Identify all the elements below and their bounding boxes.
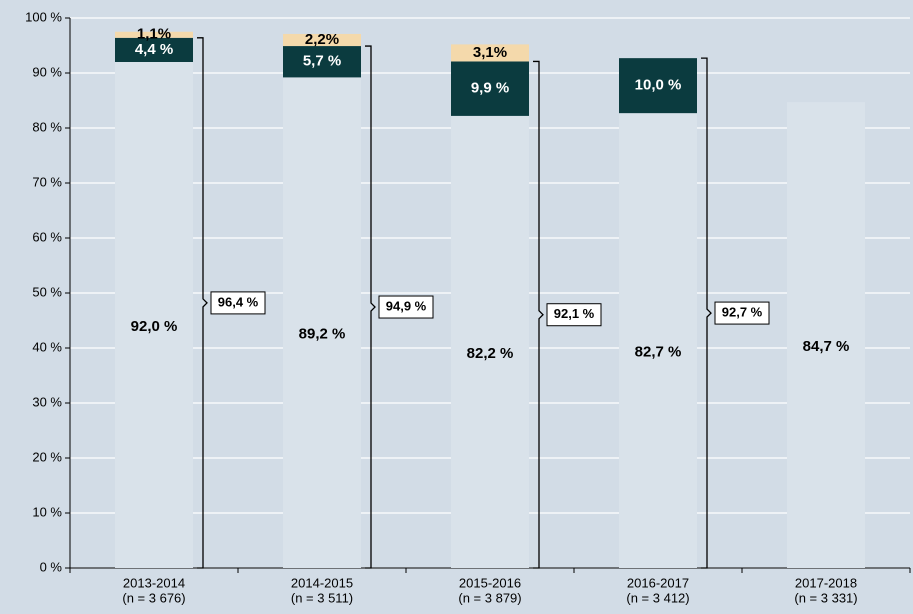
data-label: 3,1% <box>473 44 507 61</box>
y-tick-label: 90 % <box>32 64 62 79</box>
total-label-box <box>378 295 434 319</box>
y-tick-label: 60 % <box>32 229 62 244</box>
bar-segment <box>451 115 529 569</box>
x-tick-sublabel: (n = 3 879) <box>458 590 521 605</box>
bar-segment <box>115 37 193 62</box>
y-tick-label: 40 % <box>32 339 62 354</box>
total-label: 94,9 % <box>386 298 427 313</box>
y-tick-label: 50 % <box>32 284 62 299</box>
total-label-box <box>546 303 602 327</box>
data-label: 4,4 % <box>135 41 173 58</box>
x-tick-sublabel: (n = 3 511) <box>291 590 353 605</box>
data-label: 1,1% <box>137 26 171 43</box>
data-label: 92,0 % <box>131 318 178 335</box>
total-bracket <box>533 60 544 569</box>
bar-segment <box>115 62 193 568</box>
total-label: 96,4 % <box>218 294 259 309</box>
total-label-box <box>210 291 266 315</box>
data-label: 2,2% <box>305 31 339 48</box>
total-label-box <box>714 301 770 325</box>
data-label: 9,9 % <box>471 80 509 97</box>
bar-segment <box>451 44 529 62</box>
data-label: 82,2 % <box>467 345 514 362</box>
x-tick-label: 2017-2018 <box>795 575 857 590</box>
total-label: 92,1 % <box>554 306 595 321</box>
bar-segment <box>283 46 361 78</box>
bar-segment <box>619 58 697 114</box>
data-label: 5,7 % <box>303 53 341 70</box>
total-label: 92,7 % <box>722 305 763 320</box>
y-tick-label: 10 % <box>32 504 62 519</box>
bar-segment <box>619 113 697 569</box>
x-tick-sublabel: (n = 3 331) <box>794 590 857 605</box>
x-tick-label: 2013-2014 <box>123 575 185 590</box>
total-bracket <box>365 45 376 569</box>
y-tick-label: 20 % <box>32 449 62 464</box>
x-tick-label: 2014-2015 <box>291 575 353 590</box>
data-label: 84,7 % <box>803 338 850 355</box>
bar-segment <box>451 61 529 116</box>
x-tick-label: 2015-2016 <box>459 575 521 590</box>
x-tick-sublabel: (n = 3 412) <box>626 590 689 605</box>
data-label: 89,2 % <box>299 326 346 343</box>
y-tick-label: 80 % <box>32 119 62 134</box>
y-tick-label: 0 % <box>40 559 63 574</box>
x-tick-sublabel: (n = 3 676) <box>122 590 185 605</box>
y-tick-label: 70 % <box>32 174 62 189</box>
y-tick-label: 100 % <box>25 9 62 24</box>
bar-segment <box>283 77 361 569</box>
bar-segment <box>787 102 865 569</box>
total-bracket <box>197 37 208 569</box>
bar-segment <box>115 31 193 38</box>
x-tick-label: 2016-2017 <box>627 575 689 590</box>
data-label: 10,0 % <box>635 77 682 94</box>
bar-segment <box>283 33 361 47</box>
data-label: 82,7 % <box>635 344 682 361</box>
y-tick-label: 30 % <box>32 394 62 409</box>
total-bracket <box>701 57 712 569</box>
